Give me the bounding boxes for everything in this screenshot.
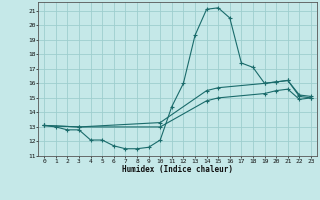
X-axis label: Humidex (Indice chaleur): Humidex (Indice chaleur) [122, 165, 233, 174]
